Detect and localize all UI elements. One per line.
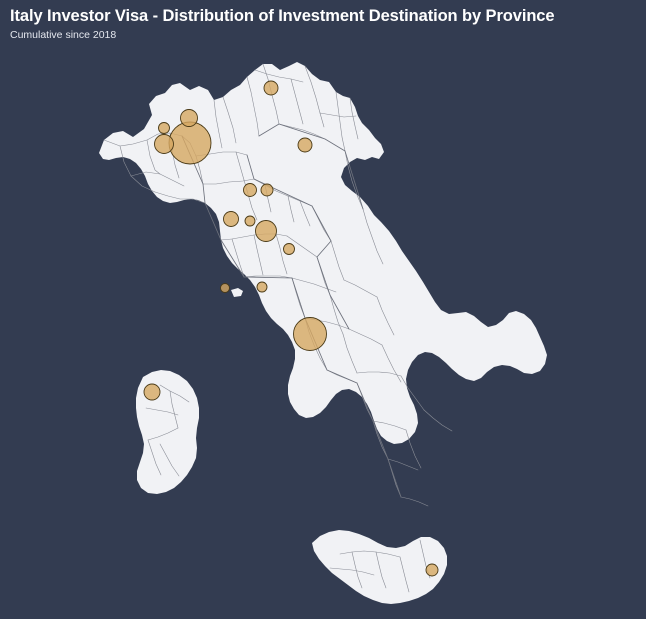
- bubble-catania[interactable]: [425, 563, 439, 577]
- bubble-arezzo[interactable]: [283, 243, 295, 255]
- bubble-sassari[interactable]: [143, 383, 161, 401]
- bubble-varese[interactable]: [158, 122, 170, 134]
- island-elba: [231, 288, 243, 297]
- mainland-italy: [99, 62, 547, 444]
- sardinia: [136, 370, 199, 494]
- bubble-bologna[interactable]: [260, 183, 274, 197]
- bubble-venezia[interactable]: [297, 137, 313, 153]
- bubble-milano[interactable]: [168, 121, 212, 165]
- bubble-lucca[interactable]: [223, 211, 239, 227]
- bubble-modena[interactable]: [243, 183, 257, 197]
- bubble-roma[interactable]: [293, 317, 327, 351]
- bubble-monza-e-brianza[interactable]: [180, 109, 198, 127]
- bubble-layer: [143, 80, 439, 577]
- bubble-firenze[interactable]: [255, 220, 277, 242]
- bubble-prato[interactable]: [244, 215, 256, 227]
- bubble-grosseto[interactable]: [256, 281, 268, 293]
- bubble-bolzano[interactable]: [263, 80, 279, 96]
- bubble-livorno[interactable]: [220, 283, 230, 293]
- bubble-como[interactable]: [154, 134, 174, 154]
